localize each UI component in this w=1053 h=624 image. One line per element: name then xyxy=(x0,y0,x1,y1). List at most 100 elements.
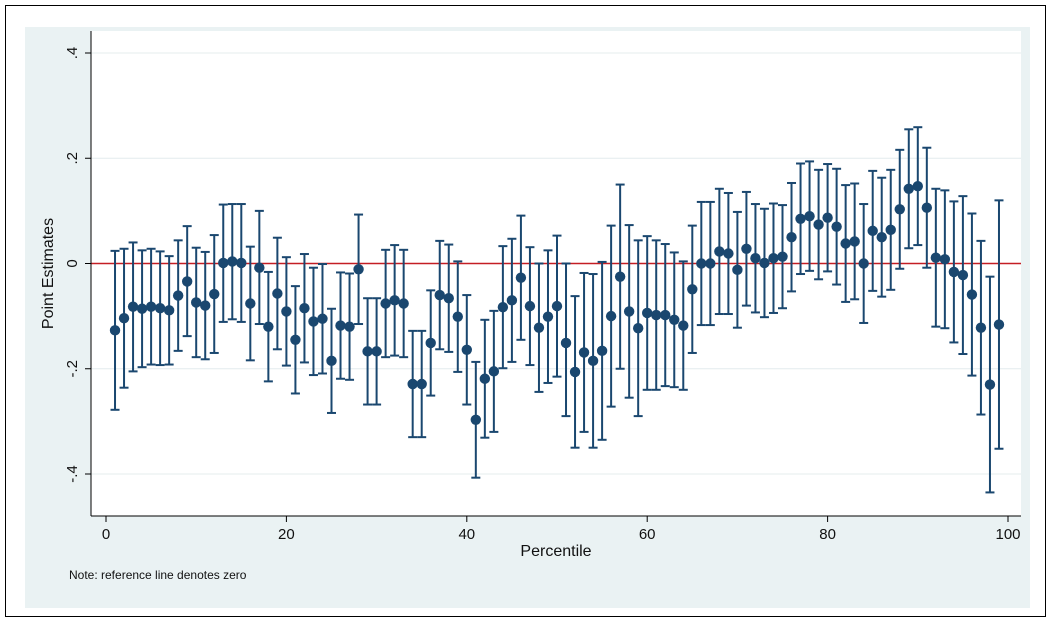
data-point xyxy=(759,257,770,269)
data-point xyxy=(371,346,382,357)
data-point xyxy=(263,321,274,332)
data-point xyxy=(136,303,148,314)
data-point xyxy=(966,289,978,300)
data-point xyxy=(741,243,752,254)
data-point xyxy=(154,303,166,314)
data-point xyxy=(587,355,599,367)
data-point xyxy=(813,219,824,230)
data-point xyxy=(795,213,806,224)
data-point xyxy=(596,345,608,357)
data-point xyxy=(380,298,391,309)
data-point xyxy=(172,290,184,301)
data-point xyxy=(750,253,761,264)
data-point xyxy=(145,301,157,312)
data-point xyxy=(921,202,933,213)
data-point xyxy=(903,183,914,194)
data-point xyxy=(497,301,509,313)
y-axis-title: Point Estimates xyxy=(40,218,57,329)
data-point xyxy=(705,258,716,269)
data-point xyxy=(407,378,418,390)
data-point xyxy=(209,288,220,300)
data-point xyxy=(840,238,851,249)
data-point xyxy=(524,300,536,312)
data-point xyxy=(181,276,193,287)
data-point xyxy=(425,337,436,349)
y-tick-label: .2 xyxy=(64,152,81,165)
data-point xyxy=(200,300,211,311)
data-point xyxy=(227,256,238,267)
data-point xyxy=(163,305,175,316)
data-point xyxy=(975,322,987,333)
data-point xyxy=(569,366,581,378)
x-tick-label: 0 xyxy=(102,526,110,543)
y-tick-label: .4 xyxy=(64,47,81,60)
data-point xyxy=(362,346,373,357)
chart-canvas: -.4 -.2 0 .2 .4 0 20 40 60 80 100 Percentile Poin… xyxy=(25,27,1030,608)
data-point xyxy=(236,257,247,269)
x-tick-label: 100 xyxy=(995,526,1020,543)
data-point xyxy=(542,311,554,322)
data-point xyxy=(732,264,743,276)
data-point xyxy=(326,355,337,367)
data-point xyxy=(191,297,202,308)
data-point xyxy=(678,320,689,331)
data-point xyxy=(443,293,454,304)
data-point xyxy=(768,253,779,264)
data-point xyxy=(461,344,472,356)
data-point xyxy=(335,320,346,331)
x-axis-ticks: 0 20 40 60 80 100 xyxy=(102,516,1021,543)
data-point xyxy=(416,378,427,390)
data-point xyxy=(488,366,500,377)
y-tick-label: 0 xyxy=(64,259,81,267)
data-point xyxy=(660,309,671,321)
data-point xyxy=(533,322,545,333)
point-estimates xyxy=(109,180,1005,425)
data-point xyxy=(714,246,725,257)
data-point xyxy=(118,313,130,324)
data-point xyxy=(218,257,229,269)
data-point xyxy=(506,295,518,306)
data-point xyxy=(245,298,256,309)
y-tick-label: -.2 xyxy=(64,360,81,378)
data-point xyxy=(560,337,572,349)
x-tick-label: 60 xyxy=(639,526,656,543)
data-point xyxy=(353,264,364,275)
y-axis-ticks: -.4 -.2 0 .2 .4 xyxy=(64,47,91,483)
data-point xyxy=(272,288,283,299)
data-point xyxy=(109,325,121,336)
x-tick-label: 40 xyxy=(458,526,475,543)
data-point xyxy=(696,258,707,269)
data-point xyxy=(290,334,301,346)
data-point xyxy=(452,311,463,322)
data-point xyxy=(642,307,653,319)
data-point xyxy=(623,306,635,317)
data-point xyxy=(578,347,590,358)
data-point xyxy=(831,221,842,232)
data-point xyxy=(984,379,996,390)
data-point xyxy=(822,212,833,223)
data-point xyxy=(939,254,951,265)
data-point xyxy=(687,284,698,295)
data-point xyxy=(867,225,878,237)
data-point xyxy=(885,224,896,236)
data-point xyxy=(551,300,563,312)
data-point xyxy=(281,306,292,317)
data-point xyxy=(723,248,734,259)
data-point xyxy=(876,231,887,243)
data-point xyxy=(605,310,617,322)
data-point xyxy=(993,319,1005,330)
data-point xyxy=(930,252,942,263)
data-point xyxy=(804,210,815,222)
data-point xyxy=(317,313,328,324)
data-point xyxy=(515,272,527,283)
data-point xyxy=(777,251,788,262)
data-point xyxy=(308,316,319,327)
y-tick-label: -.4 xyxy=(64,465,81,483)
data-point xyxy=(651,309,662,321)
x-tick-label: 80 xyxy=(819,526,836,543)
chart-note: Note: reference line denotes zero xyxy=(69,568,247,582)
data-point xyxy=(849,236,860,247)
data-point xyxy=(389,295,400,306)
data-point xyxy=(299,303,310,314)
data-point xyxy=(254,262,265,273)
